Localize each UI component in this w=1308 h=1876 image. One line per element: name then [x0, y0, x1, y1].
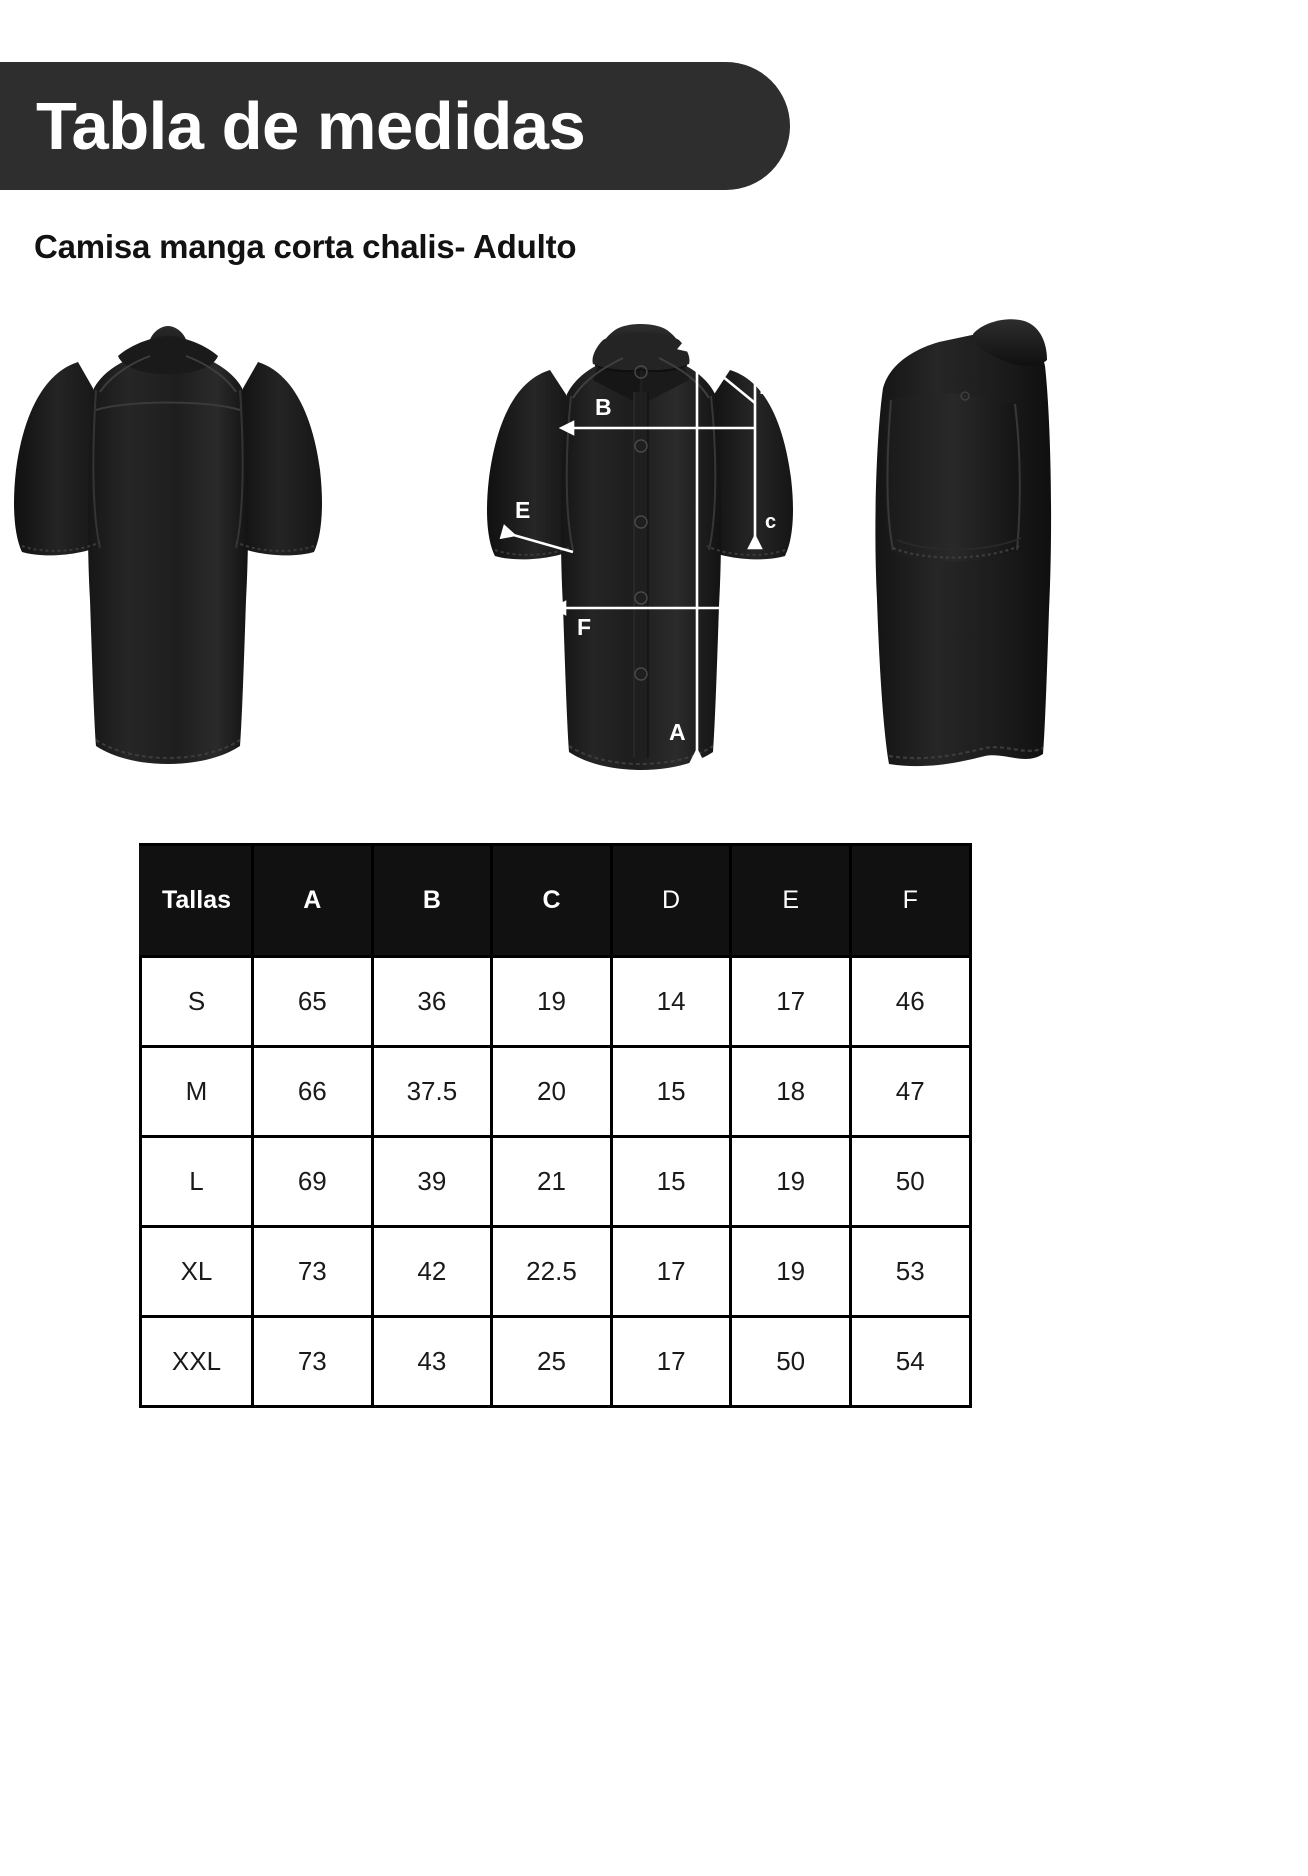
cell-b: 37.5	[370, 1045, 494, 1138]
cell-c: 21	[490, 1135, 613, 1228]
table-header-row: Tallas A B C D E F	[139, 843, 972, 958]
cell-a: 73	[251, 1225, 374, 1318]
cell-e: 50	[729, 1315, 852, 1408]
cell-f: 53	[848, 1225, 972, 1318]
measure-line-e	[499, 524, 574, 554]
shirt-front-svg: B D c E F A	[487, 324, 793, 770]
table-header-d: D	[609, 843, 733, 958]
page-title: Tabla de medidas	[36, 88, 586, 164]
table-row: M 66 37.5 20 15 18 47	[139, 1045, 972, 1138]
cell-f: 50	[848, 1135, 972, 1228]
shirt-back-view	[8, 300, 348, 800]
cell-c: 25	[490, 1315, 613, 1408]
cell-f: 47	[848, 1045, 972, 1138]
table-header-tallas: Tallas	[139, 843, 254, 958]
measure-label-c: c	[765, 511, 776, 533]
measure-line-d	[677, 337, 756, 405]
table-header-b: B	[370, 843, 494, 958]
size-table-head: Tallas A B C D E F	[139, 843, 972, 958]
table-header-c: C	[490, 843, 613, 958]
cell-f: 46	[848, 955, 972, 1048]
size-table: Tallas A B C D E F S 65 36 19 14 17 46	[139, 843, 972, 1408]
measure-label-e: E	[515, 497, 530, 523]
cell-size: XXL	[139, 1315, 254, 1408]
cell-e: 19	[729, 1225, 852, 1318]
cell-size: L	[139, 1135, 254, 1228]
product-subtitle: Camisa manga corta chalis- Adulto	[34, 228, 577, 265]
cell-d: 15	[609, 1045, 733, 1138]
table-row: L 69 39 21 15 19 50	[139, 1135, 972, 1228]
cell-b: 39	[370, 1135, 494, 1228]
cell-d: 17	[609, 1225, 733, 1318]
measure-label-d: D	[759, 373, 776, 399]
cell-c: 22.5	[490, 1225, 613, 1318]
table-row: XXL 73 43 25 17 50 54	[139, 1315, 972, 1408]
button-group	[634, 365, 648, 681]
cell-a: 69	[251, 1135, 374, 1228]
shirt-back-svg	[14, 326, 322, 764]
cell-c: 19	[490, 955, 613, 1048]
cell-d: 15	[609, 1135, 733, 1228]
cell-size: S	[139, 955, 254, 1048]
measure-label-f: F	[577, 614, 591, 640]
table-header-e: E	[729, 843, 852, 958]
shirt-side-view	[855, 300, 1115, 800]
cell-a: 65	[251, 955, 374, 1048]
size-table-body: S 65 36 19 14 17 46 M 66 37.5 20 15 18 4…	[139, 955, 972, 1408]
cell-e: 19	[729, 1135, 852, 1228]
cell-a: 73	[251, 1315, 374, 1408]
cell-e: 18	[729, 1045, 852, 1138]
cell-b: 42	[370, 1225, 494, 1318]
cell-b: 43	[370, 1315, 494, 1408]
table-row: S 65 36 19 14 17 46	[139, 955, 972, 1048]
cell-size: XL	[139, 1225, 254, 1318]
cell-e: 17	[729, 955, 852, 1048]
cell-a: 66	[251, 1045, 374, 1138]
cell-c: 20	[490, 1045, 613, 1138]
shirt-side-svg	[875, 319, 1052, 767]
measure-label-a: A	[669, 719, 686, 745]
cell-b: 36	[370, 955, 494, 1048]
measure-label-b: B	[595, 394, 612, 420]
title-banner: Tabla de medidas	[0, 62, 790, 190]
shirt-front-view: B D c E F A	[455, 300, 855, 800]
table-header-f: F	[848, 843, 972, 958]
cell-f: 54	[848, 1315, 972, 1408]
cell-size: M	[139, 1045, 254, 1138]
garment-illustrations: B D c E F A	[0, 300, 1308, 820]
table-row: XL 73 42 22.5 17 19 53	[139, 1225, 972, 1318]
table-header-a: A	[251, 843, 374, 958]
cell-d: 17	[609, 1315, 733, 1408]
cell-d: 14	[609, 955, 733, 1048]
size-table-container: Tallas A B C D E F S 65 36 19 14 17 46	[139, 843, 972, 1408]
